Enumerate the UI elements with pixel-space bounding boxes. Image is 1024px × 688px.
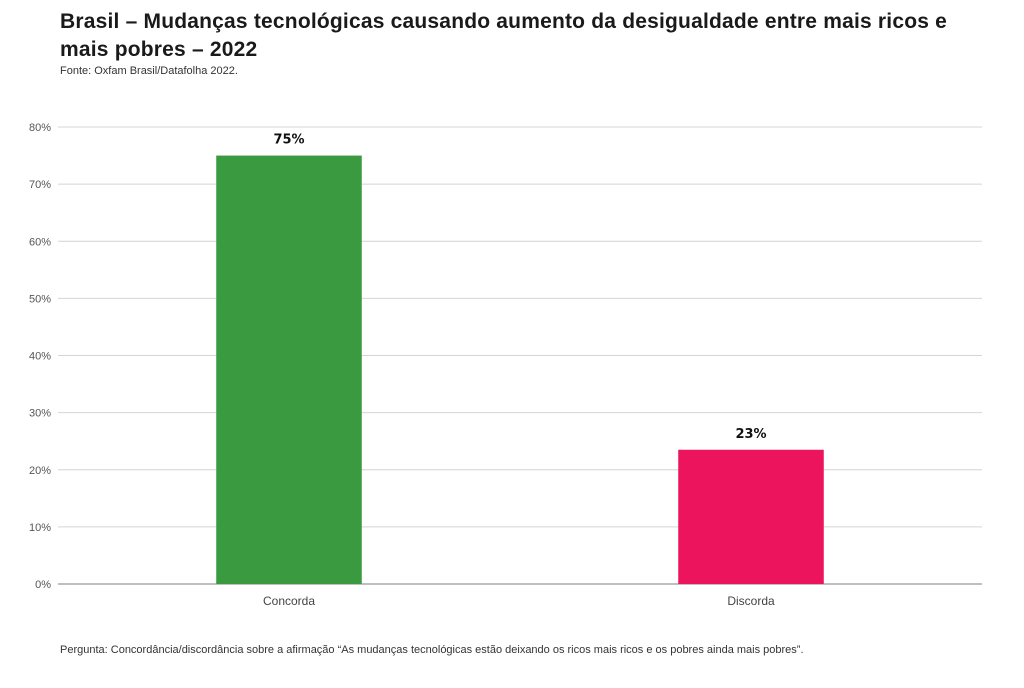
data-label: 75% xyxy=(273,133,304,148)
y-tick-label: 50% xyxy=(29,293,51,305)
y-tick-label: 30% xyxy=(29,408,51,420)
chart-source: Fonte: Oxfam Brasil/Datafolha 2022. xyxy=(60,65,238,77)
y-tick-label: 70% xyxy=(29,179,51,191)
y-tick-label: 10% xyxy=(29,522,51,534)
bar-discorda xyxy=(678,449,824,584)
label-layer: 0% 10% 20% 30% 40% 50% 60% 70% 80% 75% Concorda 23%… xyxy=(29,122,775,608)
chart-title: Brasil – Mudanças tecnológicas causando … xyxy=(60,10,948,61)
y-tick-label: 20% xyxy=(29,465,51,477)
bar-chart: 0% 10% 20% 30% 40% 50% 60% 70% 80% 75% Concorda 23%… xyxy=(29,122,982,608)
question-footnote: Pergunta: Concordância/discordância sobr… xyxy=(60,644,804,656)
y-tick-label: 40% xyxy=(29,351,51,363)
data-label: 23% xyxy=(735,427,766,442)
x-category-label: Concorda xyxy=(263,594,315,608)
bar-concorda xyxy=(216,155,362,584)
y-tick-label: 60% xyxy=(29,236,51,248)
y-tick-label: 80% xyxy=(29,122,51,134)
grid-layer xyxy=(58,126,982,585)
bar-layer xyxy=(216,155,824,584)
y-tick-label: 0% xyxy=(35,579,51,591)
x-category-label: Discorda xyxy=(727,594,775,608)
